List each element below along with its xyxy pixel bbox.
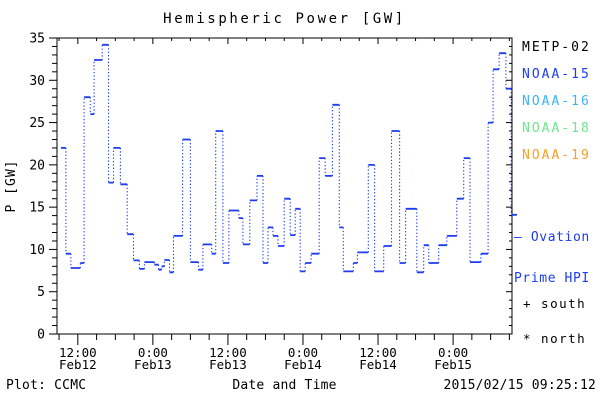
satellite-legend: METP-02 NOAA-15 NOAA-16 NOAA-18 NOAA-19	[522, 40, 591, 175]
svg-text:0: 0	[37, 328, 45, 343]
svg-text:Feb13: Feb13	[209, 357, 247, 372]
svg-text:Feb14: Feb14	[359, 357, 397, 372]
svg-text:Feb15: Feb15	[434, 357, 472, 372]
svg-text:0:00: 0:00	[288, 345, 318, 360]
series-ovation-prime-hpi	[60, 43, 517, 274]
svg-text:Feb14: Feb14	[284, 357, 322, 372]
plot-box	[56, 37, 513, 335]
south-marker-legend: + south	[523, 296, 587, 311]
svg-text:0:00: 0:00	[138, 345, 168, 360]
plot-timestamp: 2015/02/15 09:25:12	[443, 378, 596, 393]
series-step-connectors	[65, 44, 512, 273]
ovation-label-line2: Prime HPI	[514, 270, 590, 286]
svg-text:10: 10	[29, 243, 45, 258]
legend-item-noaa-19: NOAA-19	[522, 148, 591, 163]
svg-text:15: 15	[29, 201, 45, 216]
ovation-prime-hpi-label: – Ovation Prime HPI	[514, 204, 590, 312]
svg-text:Feb12: Feb12	[59, 357, 97, 372]
legend-item-noaa-18: NOAA-18	[522, 121, 591, 136]
legend-item-metp-02: METP-02	[522, 40, 591, 55]
svg-text:30: 30	[29, 74, 45, 89]
svg-text:35: 35	[29, 32, 45, 47]
svg-text:5: 5	[37, 285, 45, 300]
x-axis-title: Date and Time	[232, 378, 337, 393]
legend-item-noaa-16: NOAA-16	[522, 94, 591, 109]
svg-text:25: 25	[29, 116, 45, 131]
axes-ticks: 0510152025303512:00Feb120:00Feb1312:00Fe…	[29, 32, 512, 372]
svg-text:Feb13: Feb13	[134, 357, 172, 372]
legend-item-noaa-15: NOAA-15	[522, 67, 591, 82]
svg-text:0:00: 0:00	[438, 345, 468, 360]
svg-text:12:00: 12:00	[359, 345, 397, 360]
ovation-label-line1: – Ovation	[514, 230, 590, 245]
plot-credit: Plot: CCMC	[6, 378, 87, 393]
north-marker-legend: * north	[523, 331, 587, 346]
svg-text:20: 20	[29, 158, 45, 173]
svg-text:12:00: 12:00	[59, 345, 97, 360]
y-axis-title: P [GW]	[4, 160, 19, 213]
chart-title: Hemispheric Power [GW]	[163, 11, 406, 27]
svg-text:12:00: 12:00	[209, 345, 247, 360]
